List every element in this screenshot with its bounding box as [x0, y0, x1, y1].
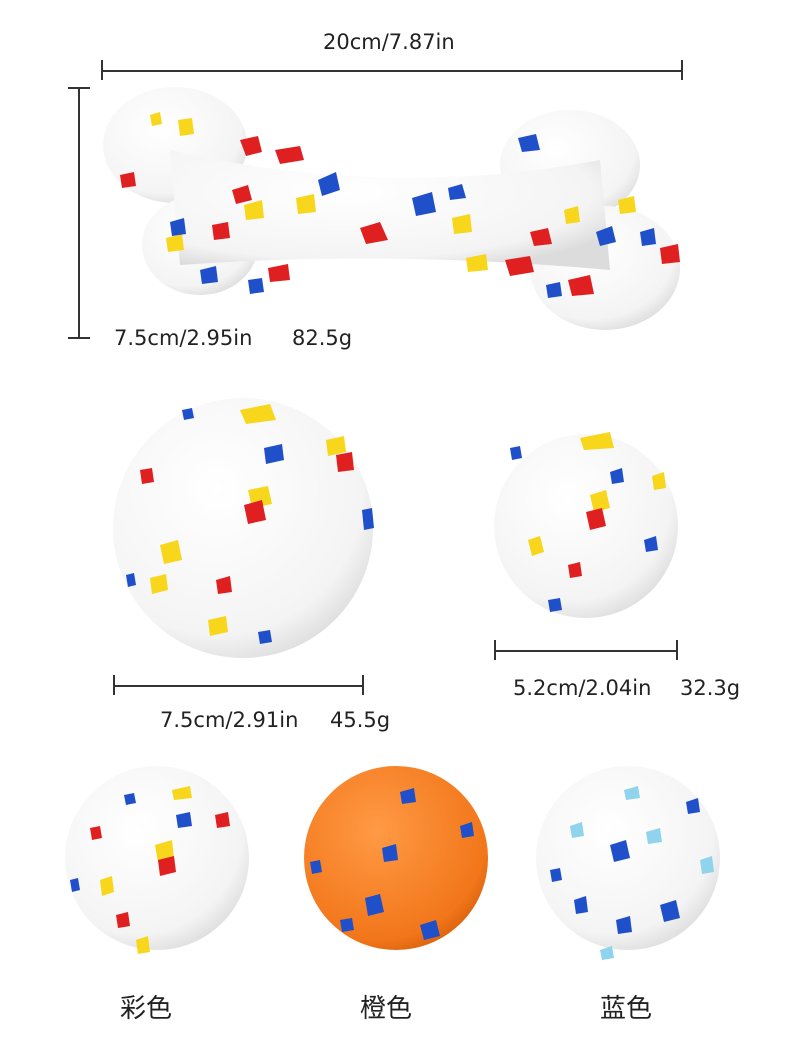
bone-weight-label: 82.5g: [292, 326, 353, 350]
bone-height-label: 7.5cm/2.95in: [114, 326, 253, 350]
variant-label-blue: 蓝色: [600, 994, 653, 1024]
variant-label-colorful: 彩色: [120, 994, 173, 1024]
ball-large-weight-label: 45.5g: [330, 708, 391, 732]
ball-small-diameter-line: [494, 650, 677, 652]
ball-small-tick-left: [494, 640, 496, 660]
ball-small-weight-label: 32.3g: [680, 676, 741, 700]
bone-length-tick-left: [101, 60, 103, 80]
ball-large-tick-right: [362, 675, 364, 695]
ball-large-diameter-label: 7.5cm/2.91in: [160, 708, 299, 732]
ball-large-diameter-line: [113, 685, 363, 687]
ball-large-tick-left: [113, 675, 115, 695]
ball-small-diameter-label: 5.2cm/2.04in: [513, 676, 652, 700]
bone-height-tick-top: [68, 87, 90, 89]
bone-height-tick-bottom: [68, 337, 90, 339]
bone-height-line: [78, 88, 80, 338]
bone-length-label: 20cm/7.87in: [323, 30, 455, 54]
bone-length-line: [102, 70, 682, 72]
variant-label-orange: 橙色: [360, 994, 413, 1024]
ball-small-tick-right: [676, 640, 678, 660]
bone-length-tick-right: [681, 60, 683, 80]
